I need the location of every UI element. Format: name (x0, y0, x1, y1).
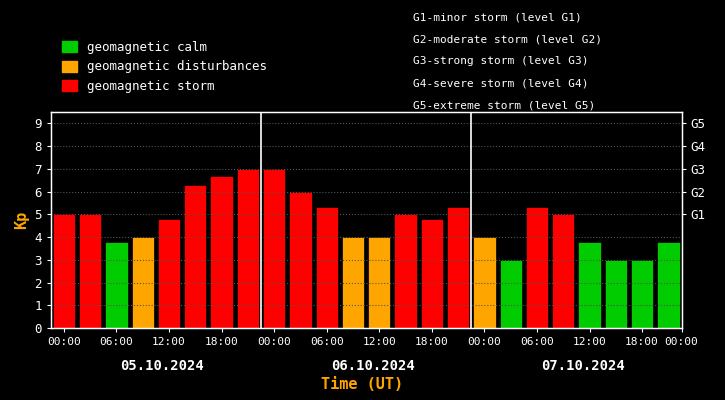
Bar (105, 242, 128, 328)
Text: G5-extreme storm (level G5): G5-extreme storm (level G5) (413, 100, 595, 110)
Bar (500, 260, 522, 328)
Bar (605, 260, 627, 328)
Text: G2-moderate storm (level G2): G2-moderate storm (level G2) (413, 34, 602, 44)
Text: Time (UT): Time (UT) (321, 377, 404, 392)
Bar (552, 214, 574, 328)
Bar (184, 185, 207, 328)
Bar (53, 214, 75, 328)
Bar (579, 242, 601, 328)
Text: G3-strong storm (level G3): G3-strong storm (level G3) (413, 56, 589, 66)
Bar (420, 219, 443, 328)
Bar (210, 176, 233, 328)
Bar (473, 237, 496, 328)
Bar (289, 192, 312, 328)
Bar (526, 208, 548, 328)
Bar (631, 260, 653, 328)
Bar (79, 214, 102, 328)
Bar (657, 242, 679, 328)
Y-axis label: Kp: Kp (14, 211, 29, 229)
Text: 06.10.2024: 06.10.2024 (331, 359, 415, 373)
Bar (236, 169, 259, 328)
Text: 07.10.2024: 07.10.2024 (541, 359, 625, 373)
Bar (394, 214, 417, 328)
Bar (447, 208, 469, 328)
Bar (368, 237, 391, 328)
Text: G1-minor storm (level G1): G1-minor storm (level G1) (413, 12, 582, 22)
Bar (158, 219, 181, 328)
Text: 05.10.2024: 05.10.2024 (120, 359, 204, 373)
Legend: geomagnetic calm, geomagnetic disturbances, geomagnetic storm: geomagnetic calm, geomagnetic disturbanc… (57, 36, 272, 98)
Bar (315, 208, 338, 328)
Bar (131, 237, 154, 328)
Bar (263, 169, 286, 328)
Bar (341, 237, 364, 328)
Text: G4-severe storm (level G4): G4-severe storm (level G4) (413, 78, 589, 88)
